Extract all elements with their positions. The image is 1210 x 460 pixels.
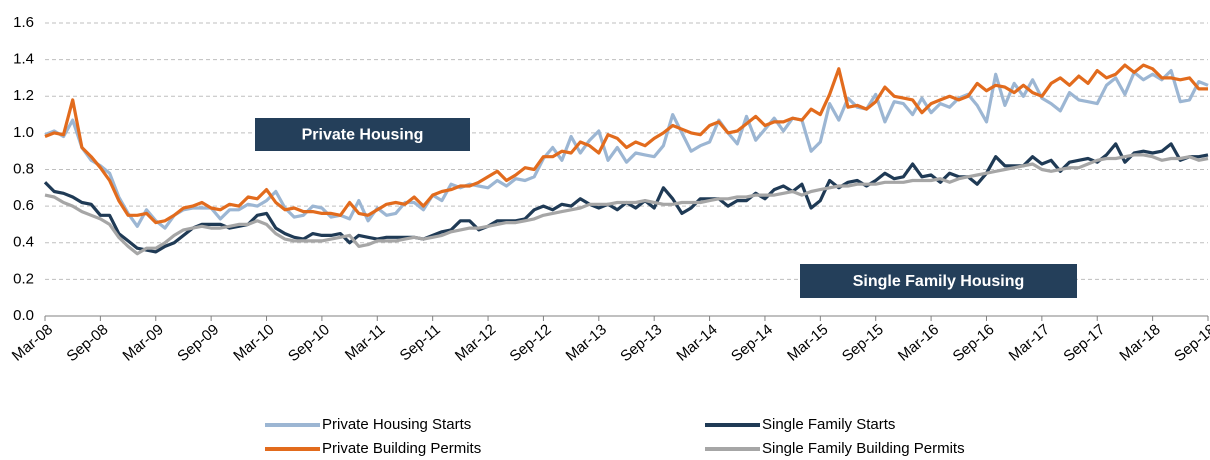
annotation: Single Family Housing xyxy=(853,273,1025,290)
y-tick-label: 0.2 xyxy=(13,270,34,287)
y-tick-label: 1.0 xyxy=(13,124,34,141)
x-tick-label: Sep-08 xyxy=(64,321,112,365)
x-tick-label: Mar-13 xyxy=(563,321,610,365)
x-tick-label: Sep-09 xyxy=(174,321,222,365)
legend-label: Single Family Building Permits xyxy=(762,440,965,457)
y-tick-label: 0.6 xyxy=(13,197,34,214)
x-tick-label: Sep-13 xyxy=(617,321,665,365)
legend-label: Private Building Permits xyxy=(322,440,481,457)
x-tick-label: Sep-14 xyxy=(728,321,776,365)
y-tick-label: 1.2 xyxy=(13,87,34,104)
x-tick-label: Mar-09 xyxy=(120,321,167,365)
x-tick-label: Mar-16 xyxy=(895,321,942,365)
x-tick-label: Mar-18 xyxy=(1116,321,1163,365)
y-tick-label: 0.0 xyxy=(13,307,34,324)
annotation: Private Housing xyxy=(302,127,424,144)
x-tick-label: Mar-14 xyxy=(673,321,720,365)
annotation-box xyxy=(255,118,470,151)
x-tick-label: Sep-11 xyxy=(397,321,444,364)
line-series xyxy=(44,69,1209,230)
line-series xyxy=(44,63,1208,225)
line-series xyxy=(44,153,1209,256)
x-tick-label: Sep-12 xyxy=(507,321,555,365)
x-tick-label: Sep-16 xyxy=(950,321,998,365)
y-tick-label: 0.8 xyxy=(13,160,34,177)
legend-label: Private Housing Starts xyxy=(322,416,471,433)
x-tick-label: Mar-08 xyxy=(9,321,56,365)
x-tick-label: Sep-18 xyxy=(1171,321,1210,365)
y-tick-label: 1.4 xyxy=(13,51,34,68)
y-tick-label: 1.6 xyxy=(13,14,34,31)
x-tick-label: Mar-15 xyxy=(784,321,831,365)
y-tick-label: 0.4 xyxy=(13,234,34,251)
x-tick-label: Mar-11 xyxy=(342,321,388,364)
x-tick-label: Sep-10 xyxy=(285,321,333,365)
x-tick-label: Mar-12 xyxy=(452,321,499,365)
x-tick-label: Sep-17 xyxy=(1060,321,1108,365)
x-tick-label: Mar-17 xyxy=(1006,321,1053,365)
x-tick-label: Sep-15 xyxy=(839,321,887,365)
annotation-box xyxy=(800,264,1077,298)
legend-label: Single Family Starts xyxy=(762,416,895,433)
x-tick-label: Mar-10 xyxy=(230,321,277,365)
